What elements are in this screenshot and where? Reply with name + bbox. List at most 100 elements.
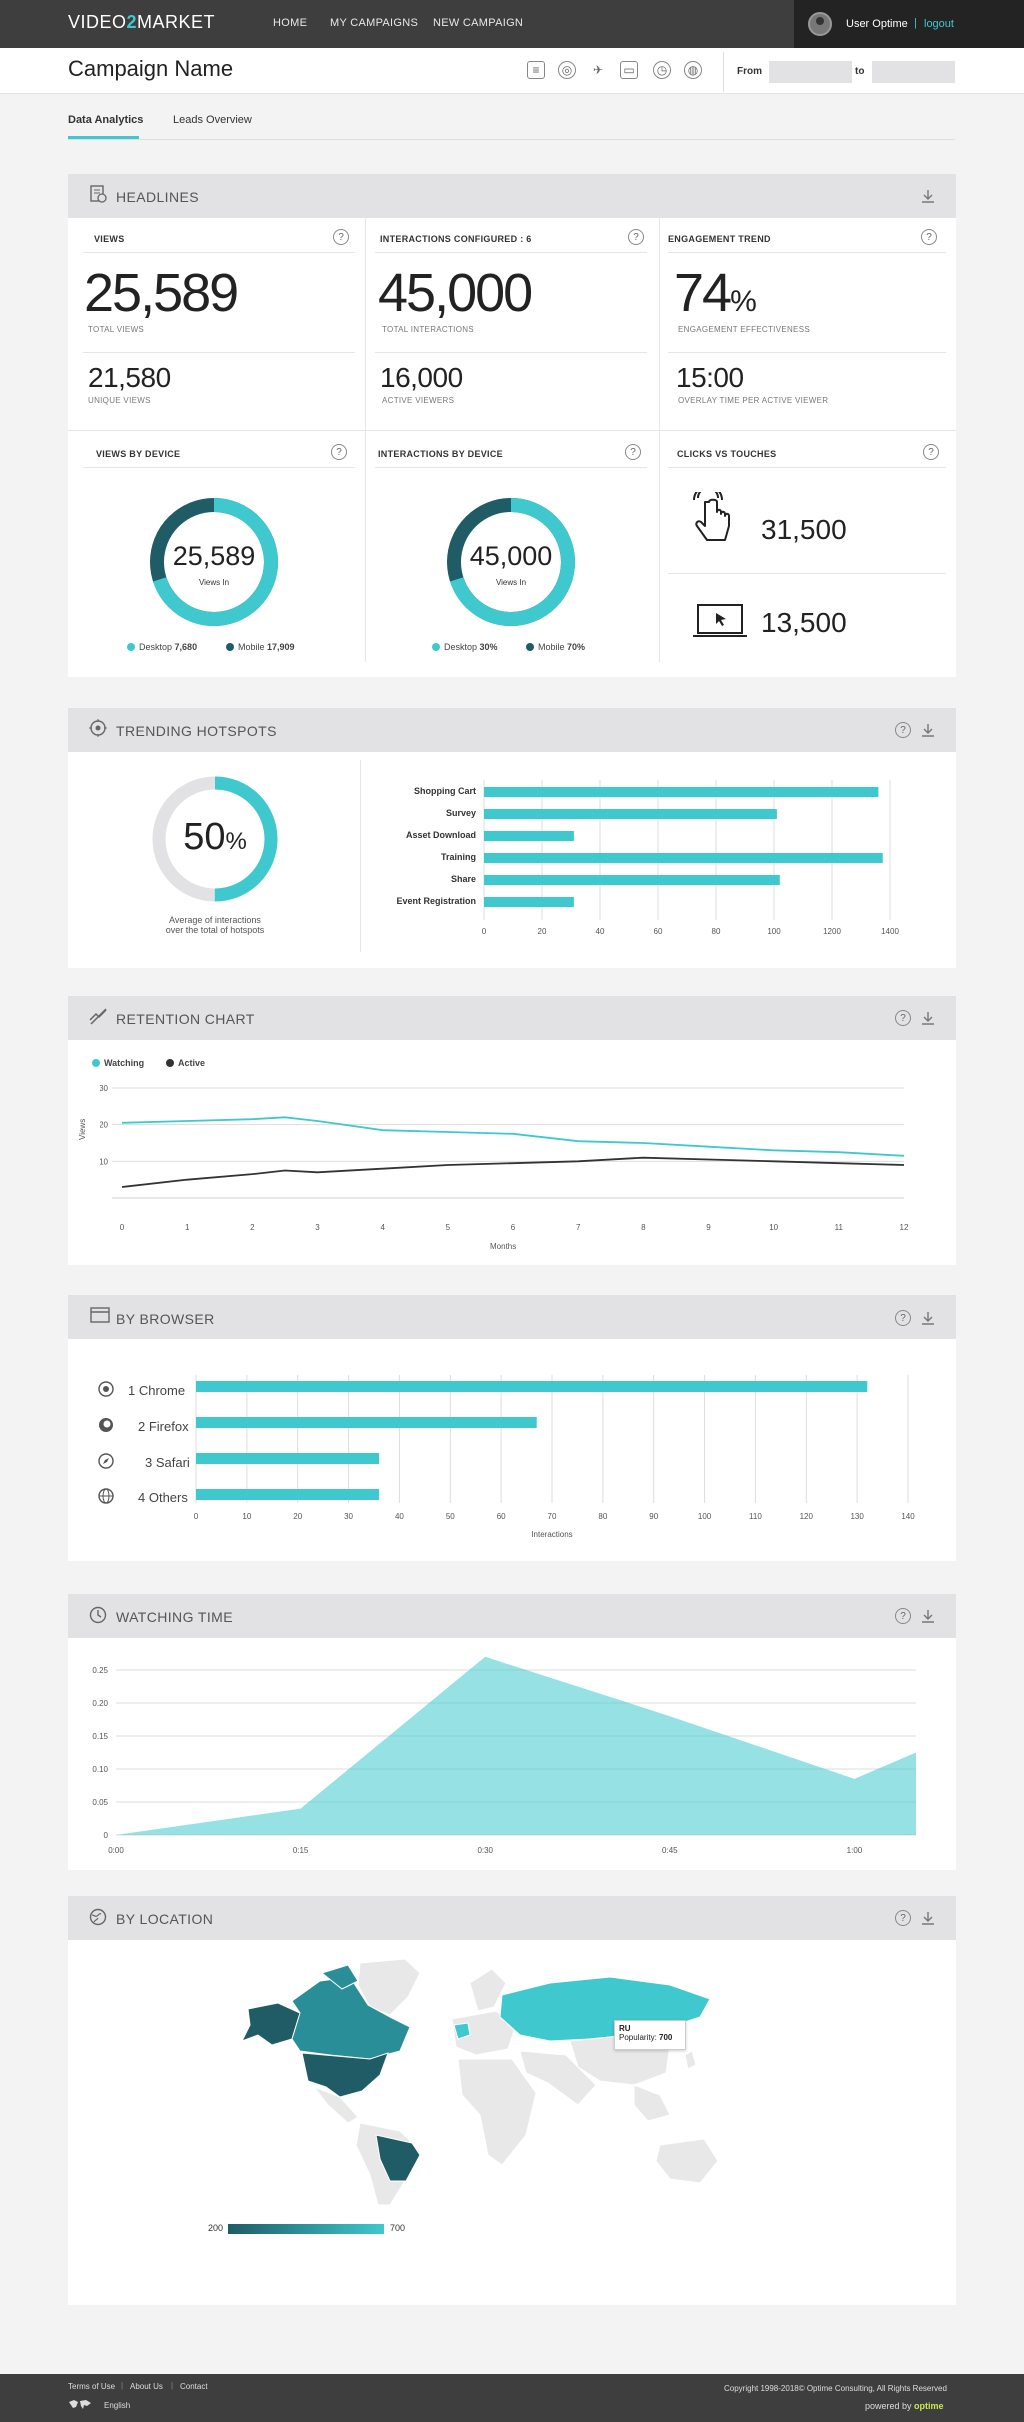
tab-data-analytics[interactable]: Data Analytics	[68, 114, 144, 126]
download-icon[interactable]	[920, 1010, 936, 1031]
browser-bar-chart: 0 10 20 30 40 50 60 70 80 90 100 110 120 130 140 Intera…	[194, 1375, 915, 1539]
x-tick-label: 0	[120, 1223, 125, 1232]
x-tick-label: 40	[596, 927, 605, 936]
x-tick-label: 3	[315, 1223, 320, 1232]
engagement-value: 74%	[674, 263, 757, 323]
download-icon[interactable]	[920, 722, 936, 743]
views-device-donut	[150, 498, 278, 626]
divider	[375, 252, 647, 253]
x-tick-label: 10	[769, 1223, 778, 1232]
retention-panel	[68, 1040, 956, 1265]
y-tick-label: 10	[100, 1157, 109, 1166]
active-viewers-value: 16,000	[380, 362, 463, 393]
hotspots-title: TRENDING HOTSPOTS	[116, 723, 277, 739]
from-date-input[interactable]	[769, 61, 852, 83]
bar	[484, 787, 879, 797]
legend-active: Active	[166, 1058, 205, 1068]
footer-link-about[interactable]: About Us	[130, 2382, 163, 2391]
report-icon[interactable]: ≡	[527, 61, 545, 79]
area-series	[116, 1656, 916, 1835]
safari-icon	[98, 1453, 114, 1474]
retention-icon[interactable]: ✈	[592, 63, 604, 77]
footer-link-contact[interactable]: Contact	[180, 2382, 208, 2391]
nav-home[interactable]: HOME	[273, 17, 308, 29]
help-icon[interactable]: ?	[895, 1010, 911, 1026]
help-icon[interactable]: ?	[333, 229, 349, 245]
hotspots-caption: Average of interactions over the total of…	[165, 915, 265, 935]
world-icon[interactable]	[68, 2398, 92, 2416]
views-title: VIEWS	[94, 234, 125, 244]
clock-icon[interactable]: ◷	[653, 61, 671, 79]
divider	[83, 467, 355, 468]
user-name[interactable]: User Optime	[846, 18, 908, 30]
total-views-value: 25,589	[84, 263, 239, 323]
scale-max-label: 700	[390, 2223, 406, 2233]
globe-icon	[98, 1488, 114, 1509]
help-icon[interactable]: ?	[628, 229, 644, 245]
hotspot-icon[interactable]: ◎	[558, 61, 576, 79]
touch-value: 31,500	[761, 514, 847, 545]
unique-views-value: 21,580	[88, 362, 171, 393]
help-icon[interactable]: ?	[895, 1310, 911, 1326]
y-tick-label: 0.10	[92, 1765, 108, 1774]
divider	[668, 252, 946, 253]
retention-title: RETENTION CHART	[116, 1011, 255, 1027]
download-icon[interactable]	[920, 188, 936, 209]
to-date-input[interactable]	[872, 61, 955, 83]
watching-header	[68, 1594, 956, 1638]
map-tooltip: RU Popularity: 700	[614, 2020, 686, 2050]
legend-mobile: Mobile 70%	[526, 642, 585, 652]
nav-new-campaign[interactable]: NEW CAMPAIGN	[433, 17, 524, 29]
interactions-title: INTERACTIONS CONFIGURED : 6	[380, 234, 532, 244]
help-icon[interactable]: ?	[895, 1910, 911, 1926]
bar	[484, 831, 574, 841]
help-icon[interactable]: ?	[895, 722, 911, 738]
interactions-device-donut	[447, 498, 575, 626]
watching-area-chart: 0 0.05 0.10 0.15 0.20 0.25 0:00 0:15 0:30 0:45 1:0…	[92, 1656, 916, 1855]
language-select[interactable]: English	[104, 2401, 131, 2410]
hotspots-gauge	[152, 776, 278, 902]
location-header	[68, 1896, 956, 1940]
x-tick-label: 5	[446, 1223, 451, 1232]
help-icon[interactable]: ?	[923, 444, 939, 460]
x-tick-label: 0	[482, 927, 487, 936]
download-icon[interactable]	[920, 1608, 936, 1629]
world-map[interactable]	[230, 1955, 770, 2215]
globe-icon[interactable]: ◍	[684, 61, 702, 79]
logout-link[interactable]: logout	[924, 18, 954, 30]
brand-logo[interactable]: VIDEO2MARKET	[68, 12, 216, 32]
bar	[484, 897, 574, 907]
help-icon[interactable]: ?	[921, 229, 937, 245]
x-tick-label: 50	[446, 1512, 455, 1521]
help-icon[interactable]: ?	[895, 1608, 911, 1624]
views-device-center-label: Views In	[198, 578, 230, 587]
help-icon[interactable]: ?	[625, 444, 641, 460]
hotspot-icon	[88, 718, 108, 743]
hotspots-header	[68, 708, 956, 752]
globe-icon	[89, 1908, 107, 1931]
footer-separator: |	[171, 2381, 174, 2390]
footer-separator: |	[121, 2381, 124, 2390]
series-line-watching	[121, 1116, 905, 1157]
clicks-vs-touches-title: CLICKS VS TOUCHES	[677, 449, 777, 459]
x-tick-label: 7	[576, 1223, 581, 1232]
laptop-icon	[692, 603, 748, 644]
avatar[interactable]	[808, 12, 832, 36]
download-icon[interactable]	[920, 1310, 936, 1331]
divider	[375, 352, 647, 353]
category-label: Asset Download	[406, 830, 476, 840]
x-tick-label: 60	[497, 1512, 506, 1521]
gauge-fill	[152, 776, 278, 902]
help-icon[interactable]: ?	[331, 444, 347, 460]
x-tick-label: 9	[706, 1223, 711, 1232]
footer-link-terms[interactable]: Terms of Use	[68, 2382, 116, 2391]
tab-leads-overview[interactable]: Leads Overview	[173, 114, 252, 126]
download-icon[interactable]	[920, 1910, 936, 1931]
x-tick-label: 20	[293, 1512, 302, 1521]
nav-my-campaigns[interactable]: MY CAMPAIGNS	[330, 17, 419, 29]
to-label: to	[855, 66, 865, 77]
x-tick-label: 40	[395, 1512, 404, 1521]
browser-icon[interactable]: ▭	[620, 61, 638, 79]
report-icon	[88, 184, 108, 209]
bar	[196, 1417, 537, 1428]
